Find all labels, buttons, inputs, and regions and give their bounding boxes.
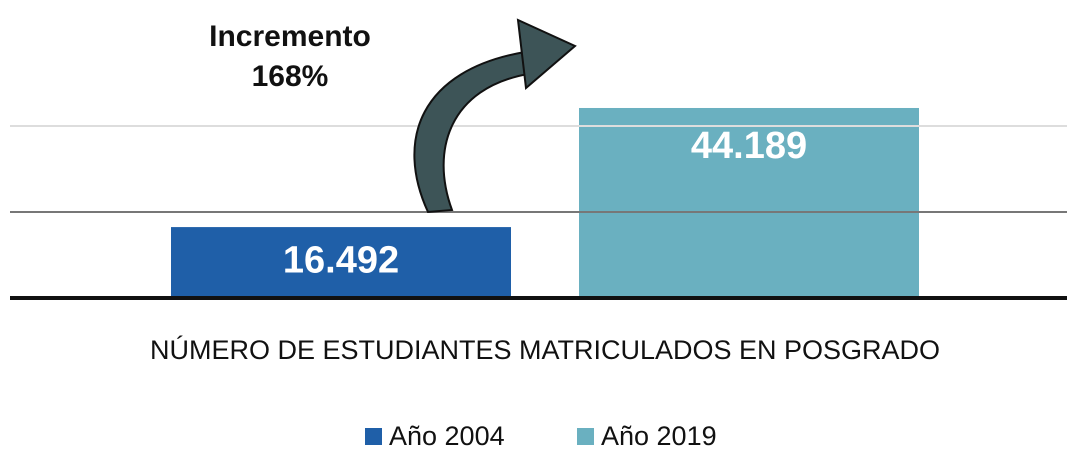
- value-label: 44.189: [691, 125, 807, 167]
- x-tick-label: NÚMERO DE ESTUDIANTES MATRICULADOS EN PO…: [150, 334, 940, 365]
- arrow-head: [516, 18, 577, 90]
- legend-label: Año 2019: [601, 421, 717, 451]
- legend-swatch: [577, 428, 594, 445]
- bar: [579, 107, 919, 298]
- annotation: Incremento: [209, 20, 371, 53]
- bar: [171, 227, 511, 298]
- arrow: [413, 50, 530, 214]
- legend-label: Año 2004: [389, 421, 505, 451]
- value-label: 16.492: [283, 240, 399, 282]
- legend-swatch: [365, 428, 382, 445]
- annotation: 168%: [252, 60, 329, 93]
